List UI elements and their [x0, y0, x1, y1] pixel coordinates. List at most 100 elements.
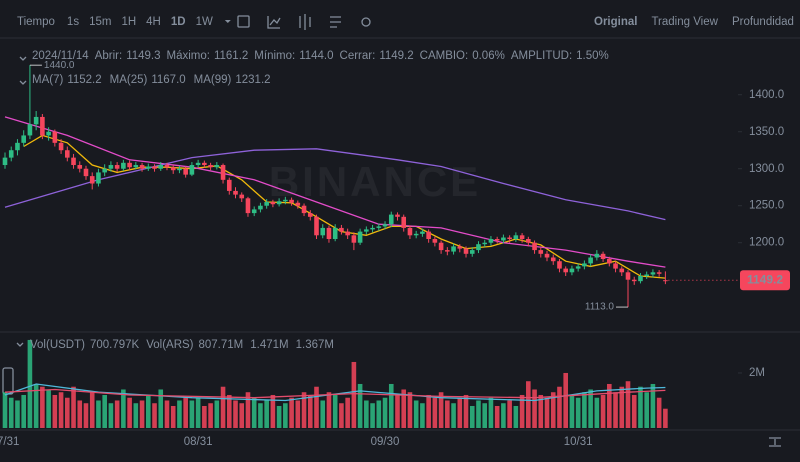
candle-body	[52, 131, 58, 143]
volume-bar	[27, 339, 33, 428]
candle-body	[2, 157, 8, 166]
volume-bar	[314, 386, 319, 428]
collapse-arrows[interactable]	[16, 56, 27, 347]
candle-body	[264, 202, 269, 206]
indicator-icon[interactable]	[267, 16, 281, 29]
candle-body	[357, 231, 363, 243]
candle-body	[625, 272, 631, 280]
candle-body	[600, 253, 606, 259]
calendar-icon[interactable]	[237, 15, 250, 28]
volume-bar	[370, 403, 375, 428]
candle-body	[426, 231, 431, 240]
candle-body	[663, 280, 668, 282]
settings-icon[interactable]	[361, 17, 371, 27]
volume-bar	[183, 397, 188, 428]
interval-button[interactable]: 15m	[89, 16, 111, 28]
candle-body	[507, 237, 512, 240]
volume-bar	[526, 381, 531, 428]
view-tab[interactable]: Profundidad	[732, 16, 794, 28]
header-date: 2024/11/14	[32, 50, 89, 62]
candle-body	[457, 246, 463, 249]
candle-body	[183, 168, 188, 175]
volume-bar	[631, 394, 637, 428]
volume-bar	[607, 383, 612, 428]
volume-bar	[438, 392, 444, 428]
candle-body	[395, 214, 400, 217]
header-label: Cerrar:	[340, 50, 376, 62]
x-tick-label: 07/31	[0, 436, 19, 448]
candle-body	[8, 150, 14, 158]
candle-body	[376, 226, 382, 228]
candle-body	[413, 233, 419, 236]
volume-bar	[152, 403, 157, 428]
volume-bar	[650, 383, 656, 428]
volume-bar	[401, 389, 407, 428]
volume-legend-name: Vol(ARS)	[146, 339, 193, 351]
candle-body	[158, 165, 164, 169]
header-label: CAMBIO:	[420, 50, 469, 62]
volume-bar	[638, 386, 643, 428]
interval-dropdown[interactable]	[224, 20, 231, 23]
candle-body	[195, 162, 201, 166]
candle-body	[320, 227, 326, 236]
candle-body	[145, 166, 151, 169]
interval-button[interactable]: 4H	[146, 16, 161, 28]
volume-bar	[457, 397, 463, 428]
volume-bar	[332, 394, 338, 428]
candle-body	[451, 246, 456, 252]
volume-bar	[357, 383, 363, 428]
settings-list-icon[interactable]	[330, 16, 341, 28]
volume-bar	[289, 397, 294, 428]
candle-body	[40, 116, 45, 136]
volume-bar	[395, 394, 400, 428]
volume-bar	[364, 400, 369, 428]
scale-icon[interactable]	[769, 437, 781, 447]
x-tick-label: 09/30	[371, 436, 400, 448]
view-tab[interactable]: Original	[594, 16, 637, 28]
candle-body	[58, 142, 64, 151]
volume-bar	[569, 394, 575, 428]
candle-body	[382, 224, 388, 227]
candle-body	[526, 239, 531, 243]
volume-bar	[563, 372, 568, 428]
candle-body	[550, 257, 556, 262]
header-value: 0.06%	[472, 50, 505, 62]
candle-body	[33, 116, 39, 125]
volume-bar	[326, 392, 332, 428]
interval-button[interactable]: 1s	[67, 16, 79, 28]
view-tab[interactable]: Trading View	[651, 16, 718, 28]
header-value: 1149.2	[379, 50, 413, 62]
interval-button[interactable]: 1W	[196, 16, 213, 28]
header-value: 1149.3	[126, 50, 160, 62]
volume-bar	[89, 392, 95, 428]
candle-body	[102, 168, 107, 173]
candle-body	[420, 231, 425, 234]
volume-bar	[220, 386, 226, 428]
interval-button[interactable]: 1H	[121, 16, 136, 28]
candle-body	[588, 257, 593, 264]
volume-bar	[121, 389, 126, 428]
interval-button[interactable]: 1D	[171, 16, 186, 28]
candle-body	[89, 176, 95, 184]
volume-bar	[582, 392, 587, 428]
volume-bar	[276, 405, 282, 428]
volume-bar	[65, 397, 70, 428]
volume-bar	[114, 400, 120, 428]
volume-bar	[233, 400, 238, 428]
candle-body	[245, 198, 251, 214]
candle-body	[121, 162, 126, 169]
candle-type-icon[interactable]	[299, 14, 311, 30]
extreme-label: 1113.0	[585, 302, 615, 313]
volume-ma-value: 1.471M	[250, 339, 288, 351]
ma-legend-name: MA(7)	[32, 74, 63, 86]
candle-body	[494, 239, 500, 241]
candle-body	[544, 253, 550, 258]
volume-bar	[451, 403, 456, 428]
candle-body	[214, 165, 220, 168]
candle-body	[469, 250, 475, 254]
volume-bar	[15, 400, 20, 428]
volume-bar	[619, 386, 625, 428]
volume-bar	[33, 383, 39, 428]
